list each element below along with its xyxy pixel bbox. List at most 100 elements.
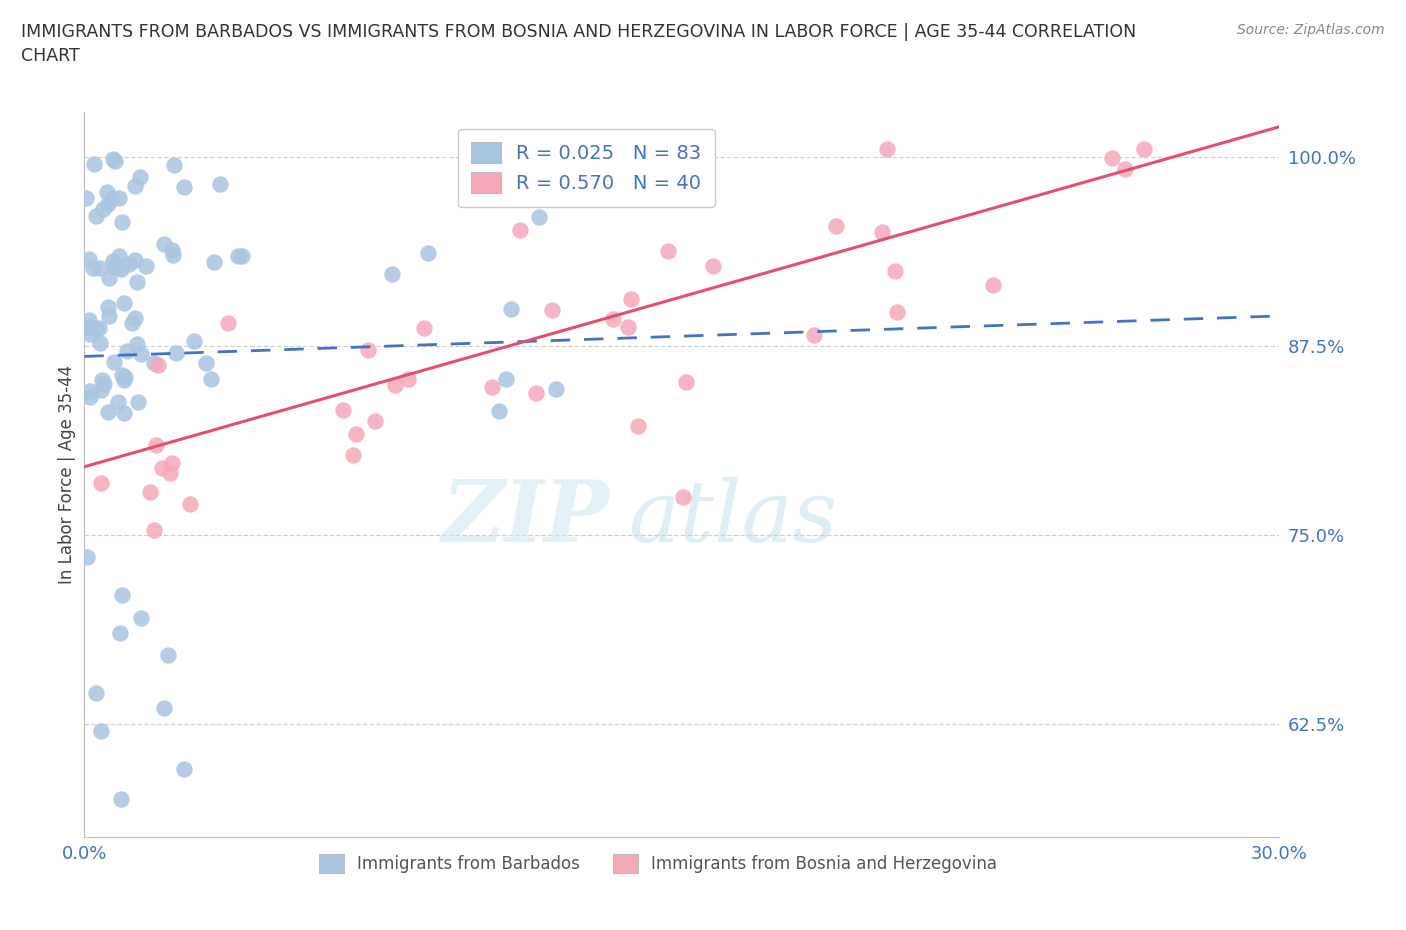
Text: atlas: atlas: [628, 476, 837, 559]
Point: [89, 260, 111, 275]
Point: [84, 686, 107, 701]
Point: [1114, 162, 1136, 177]
Point: [90, 724, 112, 738]
Point: [179, 497, 201, 512]
Point: [159, 465, 181, 480]
Point: [77, 312, 100, 327]
Point: [1101, 151, 1123, 166]
Point: [108, 248, 131, 263]
Point: [97, 300, 120, 315]
Point: [79, 251, 101, 266]
Point: [84, 208, 107, 223]
Point: [111, 215, 134, 230]
Point: [226, 248, 249, 263]
Point: [876, 142, 898, 157]
Point: [803, 327, 825, 342]
Point: [103, 152, 125, 166]
Point: [90, 383, 112, 398]
Point: [84, 321, 107, 336]
Point: [886, 304, 908, 319]
Point: [617, 320, 640, 335]
Point: [173, 762, 195, 777]
Point: [89, 321, 111, 336]
Point: [150, 460, 173, 475]
Point: [200, 371, 222, 386]
Point: [602, 312, 624, 326]
Point: [75, 190, 97, 205]
Point: [194, 356, 217, 371]
Point: [90, 476, 112, 491]
Point: [381, 266, 404, 281]
Point: [114, 370, 136, 385]
Point: [541, 303, 564, 318]
Point: [93, 377, 115, 392]
Point: [499, 301, 522, 316]
Point: [657, 244, 679, 259]
Point: [110, 791, 132, 806]
Point: [107, 394, 129, 409]
Point: [165, 346, 187, 361]
Point: [82, 260, 104, 275]
Point: [101, 191, 124, 206]
Point: [83, 156, 105, 171]
Point: [97, 196, 120, 211]
Point: [118, 257, 141, 272]
Point: [173, 179, 195, 194]
Point: [79, 383, 101, 398]
Point: [124, 311, 146, 325]
Point: [981, 277, 1004, 292]
Point: [89, 335, 111, 350]
Point: [98, 271, 121, 286]
Point: [672, 489, 695, 504]
Point: [342, 448, 364, 463]
Point: [870, 225, 893, 240]
Point: [156, 648, 179, 663]
Text: ZIP: ZIP: [443, 476, 610, 560]
Point: [115, 343, 138, 358]
Text: IMMIGRANTS FROM BARBADOS VS IMMIGRANTS FROM BOSNIA AND HERZEGOVINA IN LABOR FORC: IMMIGRANTS FROM BARBADOS VS IMMIGRANTS F…: [21, 23, 1136, 65]
Point: [110, 261, 132, 276]
Point: [97, 405, 120, 419]
Point: [332, 403, 354, 418]
Point: [356, 343, 378, 358]
Point: [90, 372, 112, 387]
Point: [96, 184, 118, 199]
Point: [675, 374, 697, 389]
Point: [162, 247, 184, 262]
Point: [1133, 142, 1156, 157]
Point: [488, 404, 510, 418]
Point: [509, 223, 531, 238]
Point: [544, 381, 567, 396]
Point: [124, 253, 146, 268]
Point: [127, 274, 149, 289]
Point: [217, 316, 239, 331]
Point: [79, 390, 101, 405]
Point: [413, 320, 436, 335]
Point: [162, 243, 184, 258]
Point: [145, 438, 167, 453]
Point: [495, 372, 517, 387]
Point: [418, 246, 440, 260]
Point: [129, 169, 152, 184]
Point: [209, 177, 232, 192]
Point: [202, 255, 225, 270]
Point: [121, 316, 143, 331]
Point: [91, 202, 114, 217]
Point: [108, 191, 131, 206]
Point: [129, 610, 152, 625]
Point: [76, 550, 98, 565]
Point: [127, 394, 149, 409]
Point: [77, 319, 100, 334]
Point: [396, 372, 419, 387]
Y-axis label: In Labor Force | Age 35-44: In Labor Force | Age 35-44: [58, 365, 76, 584]
Point: [129, 346, 152, 361]
Point: [127, 337, 149, 352]
Point: [481, 379, 503, 394]
Point: [160, 455, 183, 470]
Point: [135, 259, 157, 273]
Point: [112, 296, 135, 311]
Point: [98, 309, 121, 324]
Point: [231, 249, 253, 264]
Point: [183, 333, 205, 348]
Point: [112, 405, 135, 420]
